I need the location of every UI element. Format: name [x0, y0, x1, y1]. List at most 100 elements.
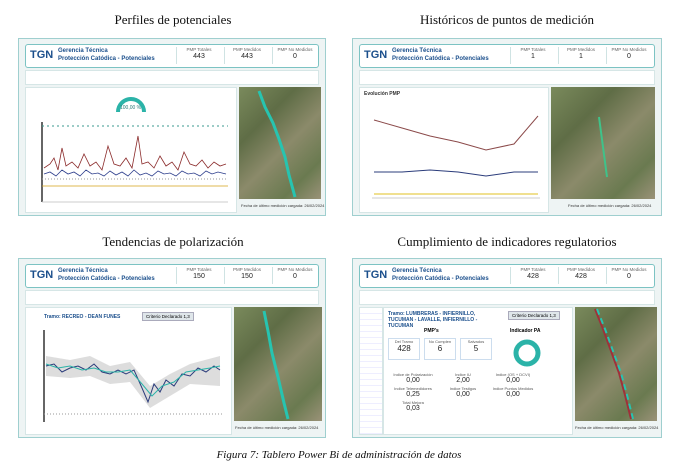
tramo-title: Tramo: LUMBRERAS - INFIERNILLO, TUCUMAN …	[388, 311, 478, 329]
tramo-title: Tramo: RECREO - DEAN FUNES	[44, 314, 121, 320]
kpi-card: PMP Medidos 1	[558, 47, 603, 64]
panel-heading: Tendencias de polarización	[102, 234, 244, 249]
index-value: 0,25	[406, 391, 420, 398]
header-subtitle-line: Protección Catódica - Potenciales	[392, 55, 489, 62]
index-value: 2,00	[456, 377, 470, 384]
dashboard-screenshot: 100,00 % Fecha de último medición cargad…	[18, 38, 326, 216]
gauge	[116, 97, 146, 113]
kpi-label: PMP No Medidos	[277, 267, 313, 272]
kpi-value: 150	[241, 273, 253, 280]
index-value: 0,00	[406, 377, 420, 384]
logo: TGN	[364, 49, 388, 61]
dashboard-screenshot: Tramo: RECREO - DEAN FUNES Criterio Decl…	[18, 258, 326, 438]
count-value: 5	[473, 344, 479, 353]
dashboard-header: TGN Gerencia Técnica Protección Catódica -…	[25, 264, 319, 288]
count-value: 428	[397, 344, 411, 353]
kpi-label: PMP No Medidos	[277, 47, 313, 52]
count-card: Salvados 5	[460, 338, 492, 360]
figure-caption: Figura 7: Tablero Power Bi de administra…	[216, 449, 462, 461]
index-label: Indice Testigos	[449, 386, 477, 391]
kpi-value: 0	[627, 53, 631, 60]
kpi-value: 443	[241, 53, 253, 60]
kpi-value: 150	[193, 273, 205, 280]
kpi-value: 0	[293, 273, 297, 280]
index-label: Indice (OS + DCVI)	[495, 372, 531, 377]
header-title-line: Gerencia Técnica	[392, 48, 442, 54]
index-value: 0,03	[406, 405, 420, 412]
logo: TGN	[364, 269, 388, 281]
kpi-label: PMP Medidos	[567, 267, 595, 272]
index-cell: Indice de Polarización 0,00	[388, 372, 438, 384]
kpi-label: PMP No Medidos	[611, 267, 647, 272]
chart-area: 100,00 %	[25, 87, 237, 213]
pmp-title: PMP's	[424, 328, 439, 334]
indicator-title: Indicador PA	[510, 328, 541, 334]
filter-bar	[25, 70, 319, 85]
kpi-card: PMP Medidos 443	[224, 47, 269, 64]
kpi-value: 428	[575, 273, 587, 280]
index-cell: Indice (OS + DCVI) 0,00	[488, 372, 538, 384]
potential-chart	[41, 122, 228, 203]
kpi-label: PMP Totales	[520, 47, 546, 52]
kpi-label: PMP Totales	[186, 267, 212, 272]
indicator-donut	[513, 339, 541, 367]
dashboard-screenshot: Evolución PMP Fecha de último medición c…	[352, 38, 662, 216]
dashboard-header: TGN Gerencia Técnica Protección Catódica -…	[359, 264, 655, 288]
criterio-button: Criterio Declarado 1,3	[142, 312, 194, 321]
criterio-button: Criterio Declarado 1,3	[508, 311, 560, 320]
logo: TGN	[30, 269, 54, 281]
kpi-card: PMP No Medidos 0	[606, 47, 651, 64]
dashboard-header: TGN Gerencia Técnica Protección Catódica -…	[359, 44, 655, 68]
history-chart	[372, 115, 540, 199]
logo: TGN	[30, 49, 54, 61]
header-title-line: Gerencia Técnica	[392, 268, 442, 274]
kpi-label: PMP Totales	[186, 47, 212, 52]
kpi-value: 0	[293, 53, 297, 60]
count-card: Del Tramo 428	[388, 338, 420, 360]
panel-heading: Históricos de puntos de medición	[419, 12, 595, 27]
satellite-map	[234, 307, 322, 421]
filter-bar	[359, 70, 655, 85]
panel-heading: Perfiles de potenciales	[114, 12, 232, 27]
header-subtitle-line: Protección Catódica - Potenciales	[58, 275, 155, 282]
count-value: 6	[437, 344, 443, 353]
header-subtitle-line: Protección Catódica - Potenciales	[392, 275, 489, 282]
index-label: Indice Puntos Medidos	[492, 386, 534, 391]
kpi-card: PMP Totales 443	[176, 47, 221, 64]
header-title: Gerencia Técnica Protección Catódica - Po…	[392, 48, 489, 63]
chart-title: Evolución PMP	[364, 91, 401, 97]
kpi-value: 428	[527, 273, 539, 280]
filter-bar	[25, 290, 319, 305]
count-label: No Cumplen	[428, 339, 452, 344]
kpi-card: PMP No Medidos 0	[272, 267, 317, 284]
index-cell: Indice Telemedidores 0,25	[388, 386, 438, 398]
kpi-label: PMP Medidos	[233, 47, 261, 52]
kpi-label: PMP Totales	[520, 267, 546, 272]
header-title: Gerencia Técnica Protección Catódica - Po…	[58, 268, 155, 283]
index-value: 0,00	[506, 377, 520, 384]
indices-grid: Indice de Polarización 0,00 Indice IU 2,00 I…	[388, 372, 538, 412]
last-update: Fecha de último medición cargada: 26/02/…	[241, 203, 325, 208]
index-label: Total Mejora	[402, 400, 424, 405]
kpi-card: PMP No Medidos 0	[606, 267, 651, 284]
index-value: 0,00	[456, 391, 470, 398]
kpi-card: PMP Medidos 428	[558, 267, 603, 284]
last-update: Fecha de último medición cargada: 26/02/…	[568, 203, 652, 208]
index-label: Indice Telemedidores	[394, 386, 432, 391]
kpi-card: PMP Totales 150	[176, 267, 221, 284]
count-label: Salvados	[467, 339, 485, 344]
kpi-card: PMP Totales 428	[510, 267, 555, 284]
kpi-value: 1	[579, 53, 583, 60]
dashboard-screenshot: Tramo: LUMBRERAS - INFIERNILLO, TUCUMAN …	[352, 258, 662, 438]
index-label: Indice IU	[455, 372, 471, 377]
filter-bar	[359, 290, 655, 305]
chart-area: Tramo: RECREO - DEAN FUNES Criterio Decl…	[25, 307, 232, 435]
panel-heading: Cumplimiento de indicadores regulatorios	[397, 234, 617, 249]
kpi-card: PMP Medidos 150	[224, 267, 269, 284]
satellite-map	[551, 87, 655, 199]
index-value: 0,00	[506, 391, 520, 398]
index-label: Indice de Polarización	[393, 372, 433, 377]
satellite-map	[575, 307, 657, 421]
tramo-list	[359, 307, 383, 435]
header-title-line: Gerencia Técnica	[58, 268, 108, 274]
